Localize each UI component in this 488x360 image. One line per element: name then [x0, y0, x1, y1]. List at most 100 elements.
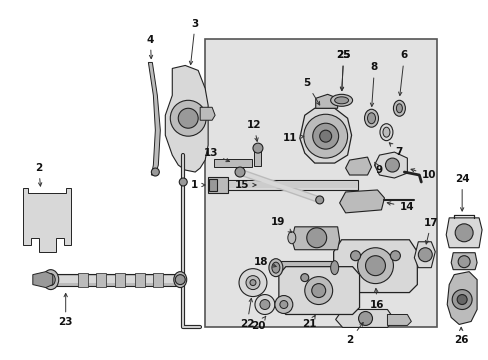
Bar	[254, 148, 261, 166]
Ellipse shape	[382, 127, 389, 137]
Bar	[78, 273, 87, 287]
Circle shape	[304, 276, 332, 305]
Bar	[153, 273, 163, 287]
Polygon shape	[345, 157, 371, 175]
Circle shape	[245, 276, 260, 289]
Text: 2: 2	[346, 323, 363, 345]
Polygon shape	[315, 94, 337, 108]
Circle shape	[451, 289, 471, 310]
Circle shape	[365, 256, 385, 276]
Text: 22: 22	[239, 298, 254, 329]
Ellipse shape	[42, 270, 59, 289]
Ellipse shape	[271, 262, 279, 273]
Text: 20: 20	[250, 316, 265, 332]
Circle shape	[454, 224, 472, 242]
Polygon shape	[450, 253, 476, 270]
Text: 17: 17	[423, 218, 438, 244]
Circle shape	[249, 280, 255, 285]
Ellipse shape	[330, 94, 352, 106]
Circle shape	[456, 294, 466, 305]
Circle shape	[385, 158, 399, 172]
Circle shape	[319, 130, 331, 142]
Ellipse shape	[46, 274, 55, 285]
Bar	[214, 159, 251, 167]
Ellipse shape	[393, 100, 405, 116]
Polygon shape	[333, 240, 416, 293]
Ellipse shape	[173, 272, 186, 288]
Ellipse shape	[330, 261, 338, 275]
Polygon shape	[386, 315, 410, 325]
Bar	[52, 276, 179, 283]
Polygon shape	[23, 188, 71, 252]
Polygon shape	[165, 66, 208, 172]
Circle shape	[315, 196, 323, 204]
Text: 4: 4	[146, 35, 154, 59]
Bar	[208, 177, 227, 193]
Polygon shape	[299, 108, 351, 163]
Circle shape	[417, 248, 431, 262]
Circle shape	[457, 256, 469, 268]
Text: 12: 12	[246, 120, 261, 141]
Text: 10: 10	[410, 169, 435, 180]
Ellipse shape	[396, 104, 402, 113]
Polygon shape	[446, 218, 481, 248]
Text: 11: 11	[283, 133, 303, 143]
Polygon shape	[291, 227, 339, 250]
Circle shape	[279, 301, 287, 309]
Circle shape	[274, 296, 292, 314]
Circle shape	[179, 178, 187, 186]
Text: 21: 21	[302, 315, 316, 329]
Circle shape	[151, 168, 159, 176]
Circle shape	[178, 108, 198, 128]
Circle shape	[311, 284, 325, 298]
Polygon shape	[33, 272, 53, 288]
Bar	[209, 179, 217, 191]
Polygon shape	[200, 107, 215, 120]
Circle shape	[306, 228, 326, 248]
Circle shape	[235, 167, 244, 177]
Ellipse shape	[367, 113, 375, 124]
Circle shape	[350, 251, 360, 261]
Text: 13: 13	[203, 148, 229, 162]
Text: 14: 14	[386, 202, 413, 212]
Polygon shape	[339, 190, 384, 213]
Text: 5: 5	[303, 78, 319, 105]
Bar	[205, 39, 436, 328]
Text: 15: 15	[234, 180, 256, 190]
Text: 6: 6	[398, 50, 407, 95]
Ellipse shape	[268, 259, 282, 276]
Circle shape	[239, 269, 266, 297]
Text: 2: 2	[35, 163, 42, 186]
Text: 18: 18	[253, 257, 276, 267]
Ellipse shape	[334, 97, 348, 104]
Text: 3: 3	[189, 19, 199, 64]
Text: 24: 24	[454, 174, 468, 211]
Circle shape	[175, 275, 185, 285]
Text: 25: 25	[336, 50, 350, 90]
Bar	[275, 261, 333, 275]
Text: 7: 7	[388, 143, 402, 157]
Polygon shape	[278, 267, 359, 315]
Circle shape	[254, 294, 274, 315]
Ellipse shape	[364, 109, 378, 127]
Ellipse shape	[287, 232, 295, 244]
Text: 16: 16	[369, 288, 384, 310]
Bar	[51, 274, 180, 285]
Circle shape	[260, 300, 269, 310]
Text: 23: 23	[59, 293, 73, 328]
Bar	[208, 180, 357, 190]
Polygon shape	[335, 310, 394, 328]
Bar	[209, 182, 356, 188]
Circle shape	[300, 274, 308, 282]
Circle shape	[170, 100, 206, 136]
Polygon shape	[374, 152, 407, 178]
Polygon shape	[148, 62, 160, 175]
Bar	[135, 273, 145, 287]
Circle shape	[312, 123, 338, 149]
Text: 1: 1	[190, 180, 204, 190]
Circle shape	[358, 311, 372, 325]
Circle shape	[389, 251, 400, 261]
Text: 8: 8	[369, 62, 377, 107]
Ellipse shape	[379, 124, 392, 141]
Circle shape	[303, 114, 347, 158]
